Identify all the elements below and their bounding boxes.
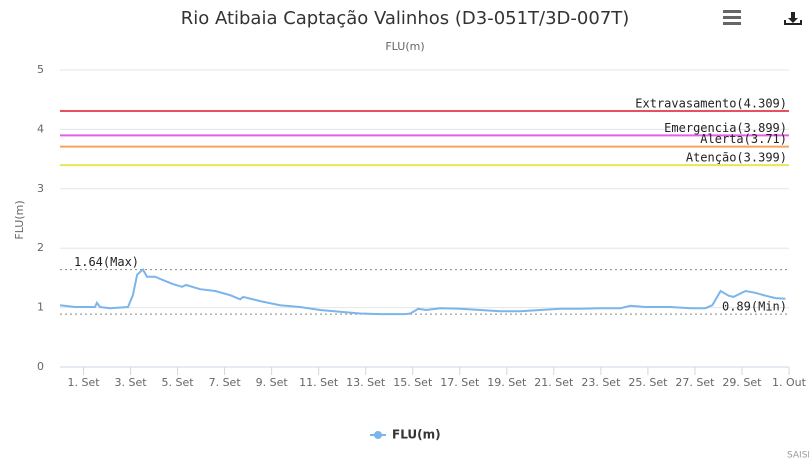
y-axis-title: FLU(m) [13, 200, 26, 239]
y-tick-label: 5 [37, 63, 44, 76]
plot-line-label: 1.64(Max) [74, 255, 139, 269]
plot-line-label: 0.89(Min) [722, 300, 787, 314]
x-tick-label: 3. Set [115, 376, 148, 389]
menu-bar [723, 16, 741, 19]
y-tick-label: 2 [37, 241, 44, 254]
x-tick-label: 19. Set [487, 376, 527, 389]
x-tick-label: 27. Set [675, 376, 715, 389]
menu-bar [723, 22, 741, 25]
plot-line-label: Extravasamento(4.309) [635, 97, 787, 111]
y-tick-label: 1 [37, 301, 44, 314]
credit: SAISP [787, 451, 809, 461]
x-tick-label: 9. Set [256, 376, 289, 389]
legend-label: FLU(m) [392, 428, 441, 442]
menu-bar [723, 10, 741, 13]
plot-line-label: Alerta(3.71) [700, 132, 787, 146]
x-tick-label: 21. Set [534, 376, 574, 389]
y-tick-label: 4 [37, 122, 44, 135]
x-tick-label: 11. Set [299, 376, 339, 389]
x-tick-label: 1. Out [772, 376, 807, 389]
x-tick-label: 1. Set [67, 376, 100, 389]
x-tick-label: 25. Set [628, 376, 668, 389]
chart-title: Rio Atibaia Captação Valinhos (D3-051T/3… [181, 8, 630, 29]
legend-marker [374, 431, 382, 439]
download-button[interactable] [784, 12, 802, 25]
x-tick-label: 13. Set [346, 376, 386, 389]
plot-line-label: Atenção(3.399) [686, 151, 787, 165]
x-tick-label: 5. Set [162, 376, 195, 389]
download-icon [784, 12, 802, 25]
x-tick-label: 23. Set [581, 376, 621, 389]
menu-button[interactable] [723, 10, 741, 25]
x-tick-label: 29. Set [722, 376, 762, 389]
x-tick-label: 17. Set [440, 376, 480, 389]
y-tick-label: 3 [37, 182, 44, 195]
x-tick-label: 15. Set [393, 376, 433, 389]
plot-line-label: Emergencia(3.899) [664, 121, 787, 135]
x-tick-label: 7. Set [209, 376, 242, 389]
chart-subtitle: FLU(m) [385, 40, 424, 53]
series-line [59, 268, 786, 316]
y-tick-label: 0 [37, 360, 44, 373]
